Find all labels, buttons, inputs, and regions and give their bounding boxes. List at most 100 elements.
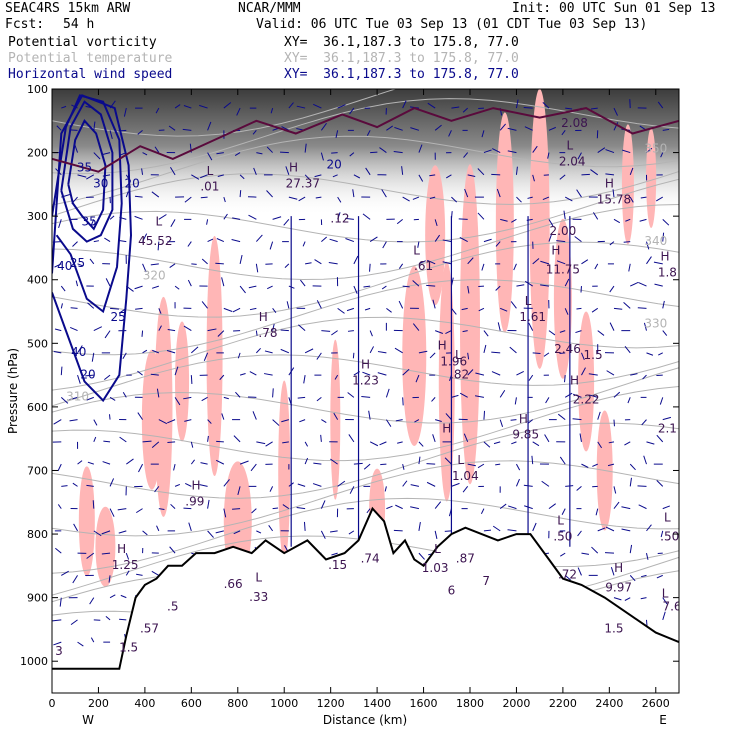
wind-vector (316, 352, 322, 360)
wind-vector (613, 597, 622, 601)
wind-vector (151, 441, 160, 448)
wind-vector (221, 413, 225, 420)
wind-vector (410, 127, 420, 131)
wind-vector (532, 174, 535, 182)
extremum-label: L (525, 294, 532, 308)
wind-vector (431, 397, 436, 402)
wind-speed-label: 30 (93, 177, 108, 191)
wind-vector (142, 152, 148, 156)
y-tick-label: 700 (27, 464, 48, 477)
isentrope-label: 340 (644, 234, 667, 248)
wind-vector (104, 374, 111, 380)
isentrope-line (52, 497, 679, 574)
wind-vector (158, 308, 162, 314)
west-label: W (82, 713, 94, 727)
extremum-label: 1.61 (519, 310, 546, 324)
wind-vector (511, 441, 517, 445)
wind-vector (288, 196, 298, 200)
wind-vector (509, 346, 517, 354)
pv-fill-region (95, 506, 116, 587)
wind-vector (286, 301, 290, 309)
wind-vector (142, 440, 152, 443)
wind-vector (660, 152, 664, 158)
wind-vector (467, 352, 470, 360)
wind-vector (304, 457, 309, 465)
wind-vector (630, 373, 638, 376)
wind-vector (297, 483, 306, 487)
wind-vector (613, 218, 621, 224)
wind-vector (544, 434, 550, 443)
x-tick-label: 600 (181, 697, 202, 710)
wind-vector (87, 461, 94, 465)
wind-vector (57, 463, 62, 472)
wind-vector (93, 530, 102, 537)
wind-vector (93, 121, 96, 131)
wind-vector (281, 126, 290, 131)
wind-vector (134, 195, 143, 198)
wind-vector (137, 129, 143, 135)
wind-vector (60, 366, 63, 376)
wind-vector (581, 259, 589, 265)
terrain-fill (52, 508, 679, 693)
wind-vector (352, 189, 355, 198)
wind-vector (623, 241, 631, 243)
wind-vector (72, 482, 78, 487)
wind-vector (135, 307, 143, 310)
pv-fill-region (553, 218, 572, 379)
wind-vector (151, 285, 159, 289)
field-wind-name: Horizontal wind speed (8, 67, 173, 82)
isentrope-label: 330 (644, 316, 667, 330)
wind-vector (54, 328, 62, 332)
wind-vector (255, 263, 259, 273)
wind-vector (426, 284, 436, 287)
wind-vector (249, 307, 257, 311)
wind-vector (418, 174, 424, 182)
wind-vector (203, 352, 209, 362)
wind-vector (492, 525, 501, 532)
wind-vector (591, 307, 599, 313)
wind-vector (55, 547, 62, 554)
extremum-label: 9.97 (605, 580, 632, 594)
wind-vector (451, 308, 457, 315)
wind-vector (123, 107, 127, 117)
wind-vector (191, 174, 200, 180)
wind-vector (497, 322, 501, 331)
isentrope-line (52, 316, 679, 391)
wind-vector (499, 123, 506, 131)
forecast-label: Fcst: (5, 17, 45, 32)
extremum-label: H (614, 561, 623, 575)
wind-vector (625, 218, 631, 222)
pv-fill-region (78, 466, 95, 577)
extremum-label: H (259, 310, 268, 324)
wind-vector (629, 196, 634, 203)
wind-vector (52, 619, 62, 622)
wind-vector (89, 597, 95, 605)
wind-vector (462, 486, 469, 493)
wind-vector (467, 463, 476, 467)
wind-vector (477, 212, 485, 220)
wind-vector (304, 143, 307, 153)
wind-vector (255, 347, 261, 354)
wind-vector (434, 330, 444, 334)
wind-vector (629, 544, 633, 554)
wind-vector (564, 375, 566, 383)
wind-vector (577, 152, 582, 160)
wind-vector (91, 352, 95, 362)
wind-vector (369, 346, 375, 354)
wind-vector (495, 241, 501, 247)
wind-vector (266, 190, 273, 198)
wind-vector (207, 152, 213, 161)
wind-vector (166, 350, 176, 354)
wind-vector (576, 307, 582, 310)
wind-vector (565, 485, 574, 487)
wind-vector (393, 151, 403, 154)
pv-fill-region (495, 112, 514, 333)
wind-vector (564, 196, 573, 202)
wind-speed-contour-25 (52, 94, 123, 314)
wind-vector (345, 217, 354, 220)
wind-vector (492, 148, 501, 154)
wind-speed-label: 20 (80, 367, 95, 381)
y-tick-label: 400 (27, 274, 48, 287)
wind-vector (156, 388, 160, 398)
wind-vector (532, 258, 540, 265)
